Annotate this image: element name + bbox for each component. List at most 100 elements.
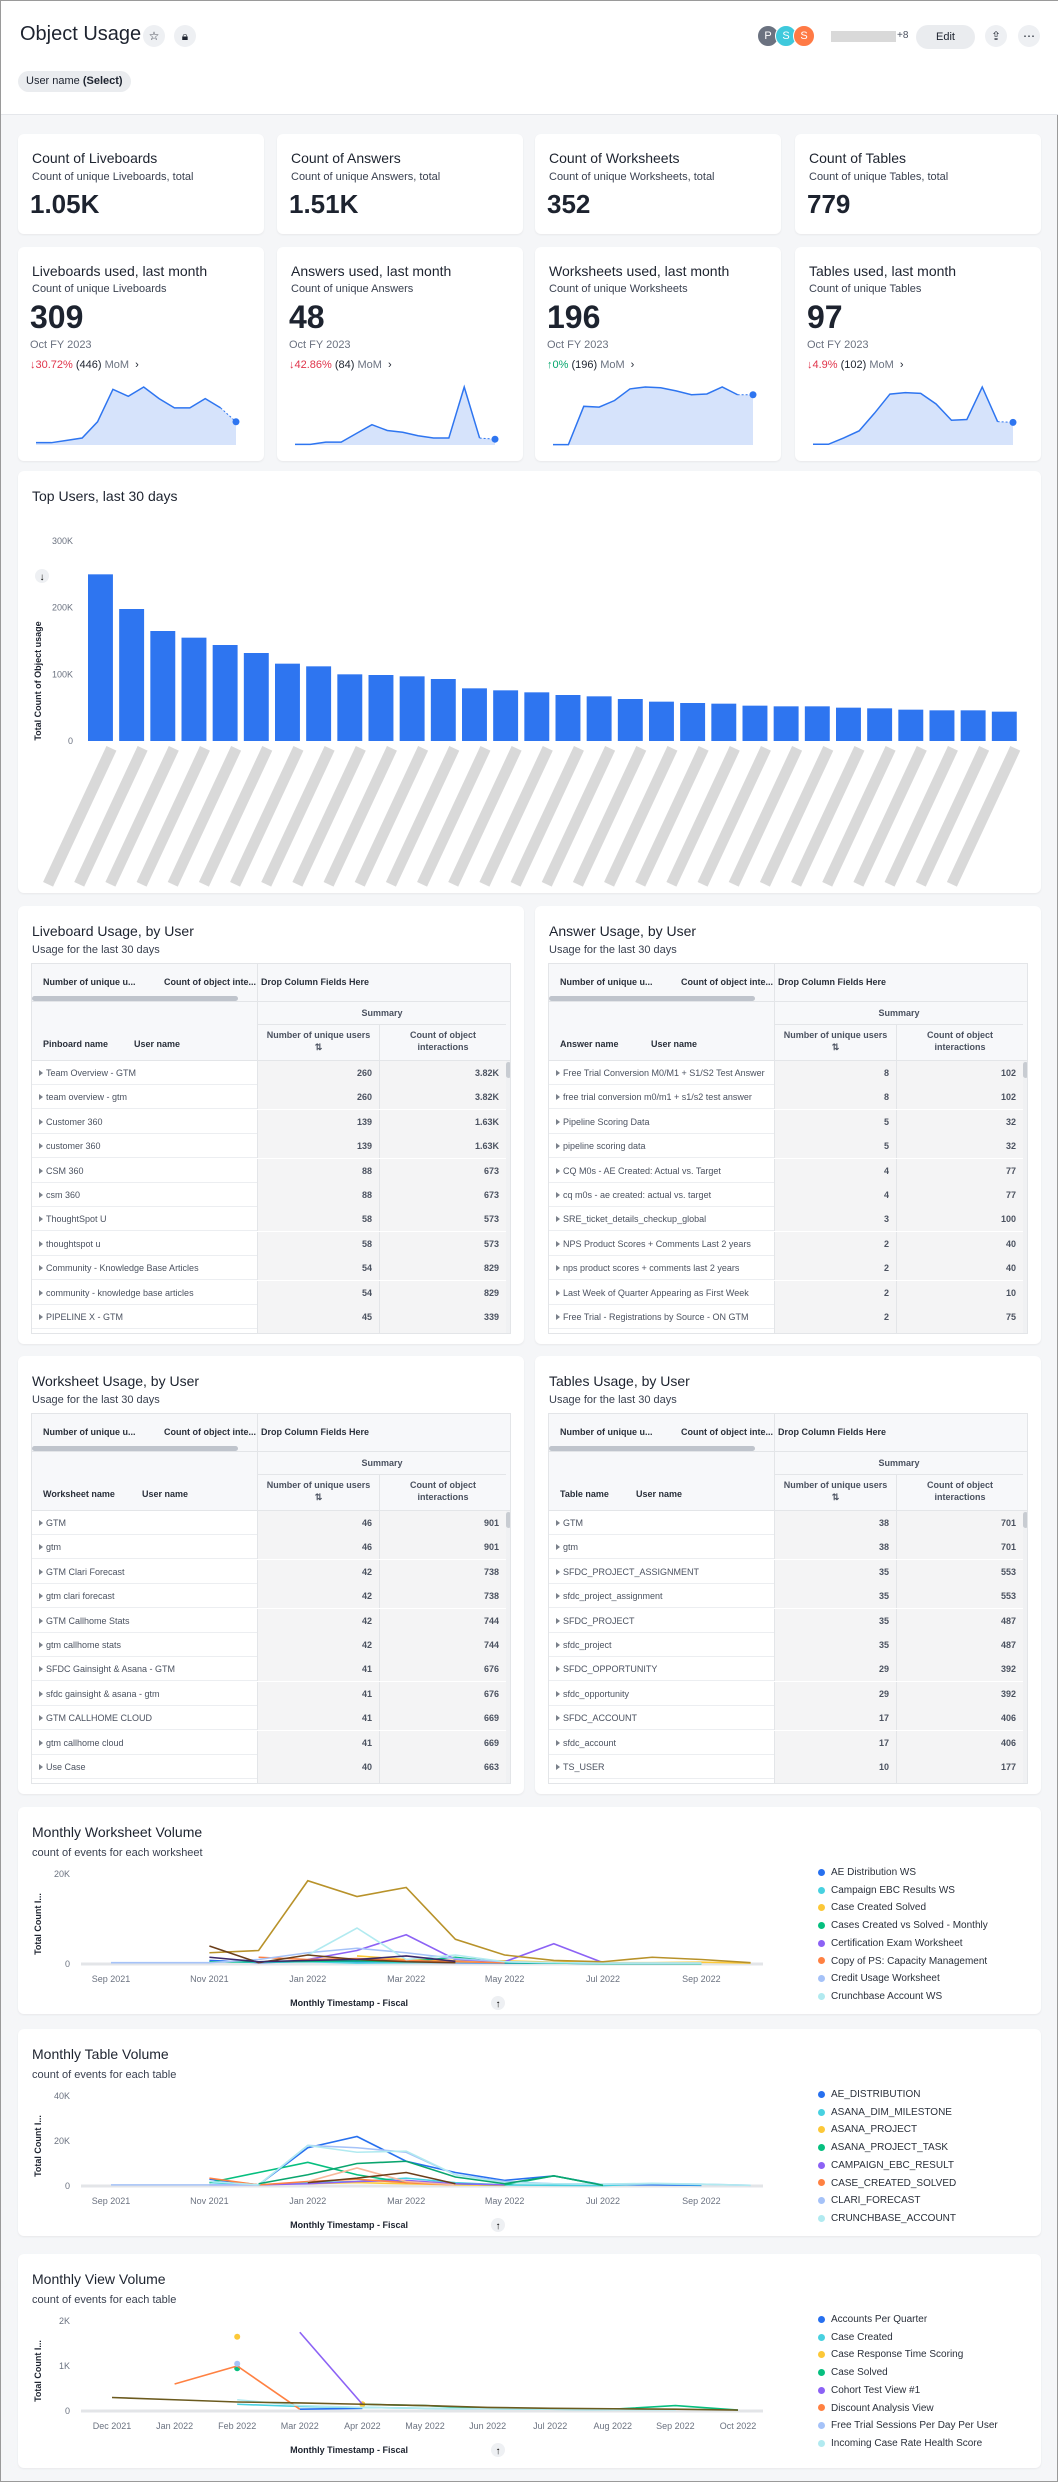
- legend-item[interactable]: Case Solved: [818, 2367, 888, 2378]
- bar[interactable]: [212, 645, 238, 741]
- table-row[interactable]: GTM CALLHOME CLOUD 41 669: [32, 1706, 506, 1731]
- value-field-pill[interactable]: Number of unique u...: [43, 1427, 136, 1437]
- bar[interactable]: [275, 663, 300, 741]
- more-options-icon[interactable]: ⋯: [1018, 25, 1040, 47]
- table-row[interactable]: cq m0s - ae created: actual vs. target 4 7…: [549, 1183, 1023, 1207]
- monthly-kpi-card[interactable]: Worksheets used, last month Count of uniq…: [535, 247, 781, 461]
- bar[interactable]: [88, 574, 113, 741]
- column-header-user[interactable]: User name: [636, 1489, 683, 1499]
- vertical-scrollbar[interactable]: [506, 1511, 510, 1783]
- table-row[interactable]: GTM 46 901: [32, 1511, 506, 1535]
- table-row[interactable]: gtm callhome stats 42 744: [32, 1633, 506, 1657]
- bar[interactable]: [960, 710, 986, 741]
- legend-item[interactable]: Case Created: [818, 2332, 893, 2343]
- row-name[interactable]: free trial conversion m0/m1 + s1/s2 test…: [549, 1085, 774, 1109]
- legend-item[interactable]: Campaign EBC Results WS: [818, 1885, 955, 1896]
- bar[interactable]: [680, 703, 706, 741]
- table-row[interactable]: thoughtspot u 58 573: [32, 1231, 506, 1256]
- row-name[interactable]: sfdc gainsight & asana - gtm: [32, 1682, 257, 1706]
- table-row[interactable]: Free Trial Conversion M0/M1 + S1/S2 Test…: [549, 1061, 1023, 1085]
- row-name[interactable]: gtm callhome stats: [32, 1633, 257, 1657]
- table-row[interactable]: sfdc_opportunity 29 392: [549, 1681, 1023, 1706]
- row-name[interactable]: gtm callhome cloud: [32, 1731, 257, 1755]
- legend-item[interactable]: Incoming Case Rate Health Score: [818, 2438, 982, 2449]
- row-name[interactable]: PIPELINE X - GTM: [32, 1305, 257, 1329]
- legend-item[interactable]: Accounts Per Quarter: [818, 2314, 927, 2325]
- monthly-kpi-card[interactable]: Tables used, last month Count of unique T…: [795, 247, 1041, 461]
- row-name[interactable]: Use Case: [32, 1755, 257, 1779]
- legend-item[interactable]: Cohort Test View #1: [818, 2385, 920, 2396]
- table-row[interactable]: gtm 38 701: [549, 1535, 1023, 1560]
- legend-item[interactable]: Cases Created vs Solved - Monthly: [818, 1920, 988, 1931]
- table-row[interactable]: SFDC Gainsight & Asana - GTM 41 676: [32, 1657, 506, 1682]
- table-row[interactable]: PIPELINE X - GTM 45 339: [32, 1305, 506, 1329]
- row-name[interactable]: customer 360: [32, 1134, 257, 1158]
- column-header-interactions[interactable]: Count of object interactions: [896, 1025, 1023, 1061]
- bar[interactable]: [804, 706, 830, 741]
- legend-item[interactable]: Credit Usage Worksheet: [818, 1973, 940, 1984]
- table-row[interactable]: GTM 38 701: [549, 1511, 1023, 1535]
- column-header-name[interactable]: Worksheet name: [43, 1489, 115, 1499]
- table-row[interactable]: SRE_ticket_details_checkup_global 3 100: [549, 1207, 1023, 1232]
- column-header-unique-users[interactable]: Number of unique users ⇅: [774, 1475, 896, 1511]
- row-name[interactable]: Last Week of Quarter Appearing as First …: [549, 1281, 774, 1305]
- drop-column-fields-zone[interactable]: Drop Column Fields Here: [261, 977, 370, 987]
- table-row[interactable]: GTM Callhome Stats 42 744: [32, 1608, 506, 1633]
- table-row[interactable]: customer 360 139 1.63K: [32, 1134, 506, 1159]
- kpi-card[interactable]: Count of Liveboards Count of unique Liveb…: [18, 134, 264, 234]
- kpi-card[interactable]: Count of Tables Count of unique Tables, t…: [795, 134, 1041, 234]
- series-line[interactable]: [307, 1927, 702, 1964]
- column-header-unique-users[interactable]: Number of unique users ⇅: [257, 1475, 379, 1511]
- table-row[interactable]: SFDC_ACCOUNT 17 406: [549, 1706, 1023, 1731]
- legend-item[interactable]: Case Created Solved: [818, 1902, 926, 1913]
- row-name[interactable]: nps product scores + comments last 2 yea…: [549, 1256, 774, 1280]
- bar[interactable]: [119, 609, 145, 741]
- bar[interactable]: [150, 631, 176, 741]
- table-row[interactable]: gtm 46 901: [32, 1535, 506, 1560]
- row-name[interactable]: sfdc_project_assignment: [549, 1584, 774, 1608]
- column-header-user[interactable]: User name: [651, 1039, 698, 1049]
- legend-item[interactable]: ASANA_PROJECT: [818, 2124, 917, 2135]
- horizontal-scrollbar[interactable]: [32, 1446, 238, 1451]
- value-field-pill[interactable]: Count of object inte...: [164, 1427, 256, 1437]
- bar[interactable]: [181, 637, 207, 741]
- row-name[interactable]: GTM CALLHOME CLOUD: [32, 1706, 257, 1730]
- bar[interactable]: [867, 708, 893, 741]
- user-name-filter-chip[interactable]: User name (Select): [18, 71, 131, 92]
- monthly-kpi-card[interactable]: Answers used, last month Count of unique …: [277, 247, 523, 461]
- series-line[interactable]: [258, 1956, 505, 1964]
- row-name[interactable]: GTM Callhome Stats: [32, 1609, 257, 1633]
- table-row[interactable]: Last Week of Quarter Appearing as First …: [549, 1280, 1023, 1305]
- row-name[interactable]: GTM Clari Forecast: [32, 1560, 257, 1584]
- series-line[interactable]: [209, 2135, 702, 2187]
- bar[interactable]: [399, 676, 425, 741]
- column-header-name[interactable]: Pinboard name: [43, 1039, 109, 1049]
- table-row[interactable]: CQ M0s - AE Created: Actual vs. Target 4 7…: [549, 1158, 1023, 1183]
- table-row[interactable]: NPS Product Scores + Comments Last 2 yea…: [549, 1231, 1023, 1256]
- series-line[interactable]: [209, 2144, 751, 2187]
- bar[interactable]: [462, 688, 487, 741]
- table-row[interactable]: sfdc_project 35 487: [549, 1633, 1023, 1657]
- row-name[interactable]: sfdc_account: [549, 1731, 774, 1755]
- series-line[interactable]: [111, 2396, 739, 2411]
- table-row[interactable]: Free Trial - Registrations by Source - O…: [549, 1305, 1023, 1329]
- row-name[interactable]: pipeline scoring data: [549, 1134, 774, 1158]
- kpi-change[interactable]: ↑0% (196) MoM ›: [547, 359, 634, 371]
- horizontal-scrollbar[interactable]: [549, 1446, 755, 1451]
- table-row[interactable]: gtm clari forecast 42 738: [32, 1584, 506, 1609]
- kpi-card[interactable]: Count of Answers Count of unique Answers,…: [277, 134, 523, 234]
- row-name[interactable]: Team Overview - GTM: [32, 1061, 257, 1085]
- row-name[interactable]: gtm: [32, 1535, 257, 1559]
- edit-button[interactable]: Edit: [916, 25, 975, 49]
- row-name[interactable]: gtm: [549, 1535, 774, 1559]
- bar[interactable]: [306, 666, 332, 741]
- table-row[interactable]: Customer 360 139 1.63K: [32, 1109, 506, 1134]
- bar[interactable]: [773, 706, 799, 741]
- column-header-interactions[interactable]: Count of object interactions: [896, 1475, 1023, 1511]
- column-header-interactions[interactable]: Count of object interactions: [379, 1025, 506, 1061]
- row-name[interactable]: CQ M0s - AE Created: Actual vs. Target: [549, 1159, 774, 1183]
- value-field-pill[interactable]: Number of unique u...: [43, 977, 136, 987]
- row-name[interactable]: NPS Product Scores + Comments Last 2 yea…: [549, 1232, 774, 1256]
- table-row[interactable]: Pipeline Scoring Data 5 32: [549, 1109, 1023, 1134]
